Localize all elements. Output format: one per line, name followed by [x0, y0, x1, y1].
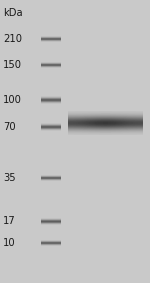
Text: kDa: kDa [3, 8, 23, 18]
Text: 70: 70 [3, 122, 16, 132]
Text: 100: 100 [3, 95, 22, 106]
Text: 17: 17 [3, 216, 16, 226]
Text: 210: 210 [3, 34, 22, 44]
Text: 35: 35 [3, 173, 16, 183]
Text: 150: 150 [3, 60, 22, 70]
Text: 10: 10 [3, 238, 16, 248]
